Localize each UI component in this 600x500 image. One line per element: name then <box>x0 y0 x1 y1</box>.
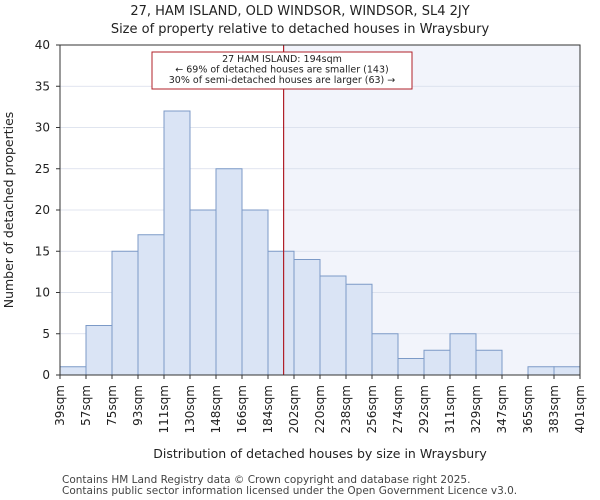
x-tick-label: 75sqm <box>105 385 119 426</box>
x-tick-label: 256sqm <box>365 385 379 433</box>
x-tick-label: 383sqm <box>547 385 561 433</box>
x-tick-label: 166sqm <box>235 385 249 433</box>
annotation-line-3: 30% of semi-detached houses are larger (… <box>169 75 396 86</box>
bar-166sqm <box>241 209 269 376</box>
x-tick-label: 292sqm <box>417 385 431 433</box>
y-tick-label: 20 <box>35 203 50 217</box>
bar-93sqm <box>137 234 165 376</box>
bar-365sqm <box>527 366 555 376</box>
x-tick-label: 238sqm <box>339 385 353 433</box>
x-tick-label: 148sqm <box>209 385 223 433</box>
x-tick-label: 39sqm <box>53 385 67 426</box>
bar-256sqm <box>371 333 399 376</box>
bar-57sqm <box>85 325 113 376</box>
x-tick-label: 329sqm <box>469 385 483 433</box>
annotation-box: 27 HAM ISLAND: 194sqm← 69% of detached h… <box>151 51 413 90</box>
x-tick-label: 220sqm <box>313 385 327 433</box>
annotation-line-1: 27 HAM ISLAND: 194sqm <box>222 54 342 65</box>
bar-329sqm <box>475 349 503 376</box>
chart-title-line-1: 27, HAM ISLAND, OLD WINDSOR, WINDSOR, SL… <box>130 4 470 19</box>
x-tick-label: 401sqm <box>573 385 587 433</box>
x-tick-label: 311sqm <box>443 385 457 433</box>
chart-title-line-2: Size of property relative to detached ho… <box>110 22 490 37</box>
y-tick-label: 0 <box>42 368 50 382</box>
bar-184sqm <box>267 250 295 376</box>
bar-202sqm <box>293 259 321 376</box>
x-tick-label: 57sqm <box>79 385 93 426</box>
bars <box>59 110 581 376</box>
footer-line-1: Contains HM Land Registry data © Crown c… <box>62 474 471 486</box>
x-tick-label: 365sqm <box>521 385 535 433</box>
bar-292sqm <box>423 349 451 376</box>
x-tick-label: 130sqm <box>183 385 197 433</box>
y-tick-label: 5 <box>42 327 50 341</box>
y-tick-label: 35 <box>35 79 50 93</box>
footer-line-2: Contains public sector information licen… <box>62 485 518 497</box>
bar-220sqm <box>319 275 347 376</box>
y-tick-label: 40 <box>35 38 50 52</box>
y-axis-label: Number of detached properties <box>1 112 16 309</box>
bar-238sqm <box>345 283 373 376</box>
x-tick-label: 111sqm <box>157 385 171 433</box>
bar-383sqm <box>553 366 581 376</box>
y-tick-label: 15 <box>35 244 50 258</box>
y-tick-label: 30 <box>35 121 50 135</box>
bar-39sqm <box>59 366 87 376</box>
y-tick-label: 10 <box>35 286 50 300</box>
x-tick-label: 184sqm <box>261 385 275 433</box>
x-axis-ticks: 39sqm 57sqm 75sqm 93sqm 111sqm 130sqm 148sqm 16… <box>53 375 587 433</box>
bar-148sqm <box>215 168 243 376</box>
x-tick-label: 93sqm <box>131 385 145 426</box>
y-axis-ticks: 0 5 10 15 20 25 30 35 40 <box>35 38 60 382</box>
bar-75sqm <box>111 250 139 376</box>
y-tick-label: 25 <box>35 162 50 176</box>
bar-111sqm <box>163 110 191 376</box>
annotation-line-2: ← 69% of detached houses are smaller (14… <box>175 65 388 76</box>
x-tick-label: 274sqm <box>391 385 405 433</box>
x-tick-label: 202sqm <box>287 385 301 433</box>
x-axis-label: Distribution of detached houses by size … <box>153 446 487 461</box>
x-tick-label: 347sqm <box>495 385 509 433</box>
bar-311sqm <box>449 333 477 376</box>
bar-130sqm <box>189 209 217 376</box>
bar-274sqm <box>397 358 425 376</box>
